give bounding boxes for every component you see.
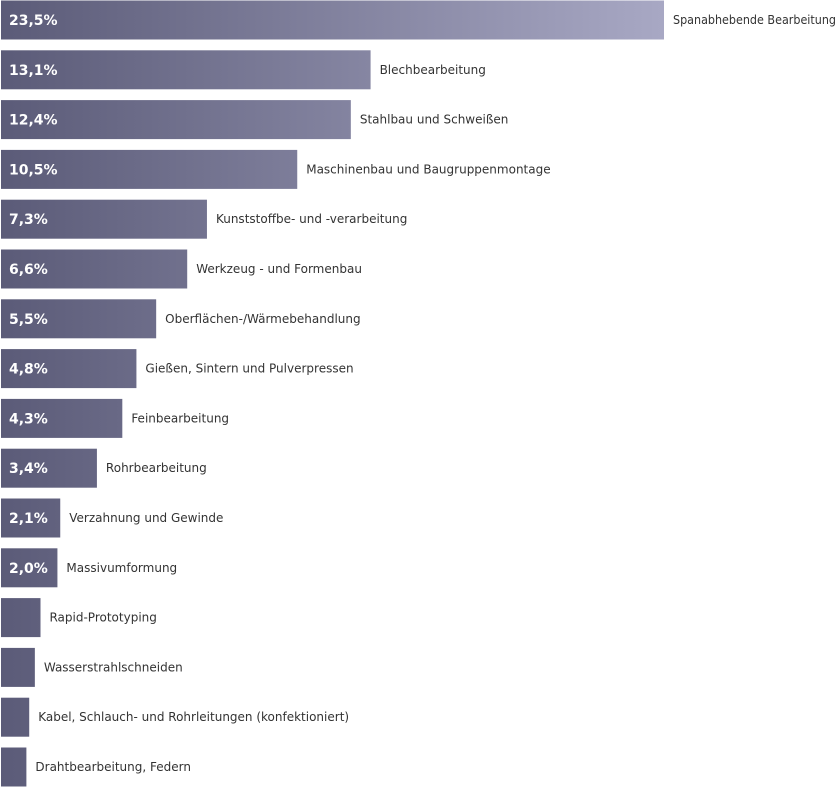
- category-label: Kabel, Schlauch- und Rohrleitungen (konf…: [38, 710, 349, 724]
- bar: [1, 0, 664, 40]
- bar: [1, 349, 137, 389]
- bar: [1, 100, 351, 140]
- category-label: Rohrbearbeitung: [106, 461, 207, 475]
- bar: [1, 747, 27, 787]
- bar-value-label: 2,1%: [9, 511, 48, 527]
- bar-value-label: 23,5%: [9, 13, 58, 29]
- bar: [1, 299, 157, 339]
- category-label: Rapid-Prototyping: [49, 611, 156, 625]
- bar-value-label: 4,3%: [9, 411, 48, 427]
- bar-value-label: 7,3%: [9, 212, 48, 228]
- bar: [1, 498, 61, 538]
- bar: [1, 398, 123, 438]
- category-label: Spanabhebende Bearbeitung: [673, 13, 836, 27]
- category-label: Kunststoffbe- und -verarbeitung: [216, 212, 407, 226]
- bar-value-label: 10,5%: [9, 162, 58, 178]
- bar: [1, 149, 298, 189]
- category-label: Werkzeug - und Formenbau: [196, 262, 362, 276]
- bar: [1, 448, 97, 488]
- category-label: Gießen, Sintern und Pulverpressen: [145, 362, 353, 376]
- category-label: Massivumformung: [66, 561, 177, 575]
- bar-value-label: 12,4%: [9, 113, 58, 129]
- category-label: Feinbearbeitung: [131, 411, 229, 425]
- category-label: Drahtbearbeitung, Federn: [35, 760, 191, 774]
- category-label: Wasserstrahlschneiden: [44, 660, 183, 674]
- bar: [1, 697, 30, 737]
- bar: [1, 199, 207, 239]
- category-label: Stahlbau und Schweißen: [360, 113, 509, 127]
- category-label: Oberflächen-/Wärmebehandlung: [165, 312, 360, 326]
- bar-value-label: 4,8%: [9, 362, 48, 378]
- bar: [1, 249, 188, 289]
- bar: [1, 647, 35, 687]
- category-label: Blechbearbeitung: [380, 63, 486, 77]
- bar-value-label: 6,6%: [9, 262, 48, 278]
- bar-value-label: 13,1%: [9, 63, 58, 79]
- bar: [1, 548, 58, 588]
- bar-value-label: 2,0%: [9, 561, 48, 577]
- bar: [1, 50, 371, 90]
- bar-value-label: 3,4%: [9, 461, 48, 477]
- bar-value-label: 5,5%: [9, 312, 48, 328]
- bar: [1, 598, 41, 638]
- category-label: Maschinenbau und Baugruppenmontage: [306, 162, 550, 176]
- category-label: Verzahnung und Gewinde: [69, 511, 223, 525]
